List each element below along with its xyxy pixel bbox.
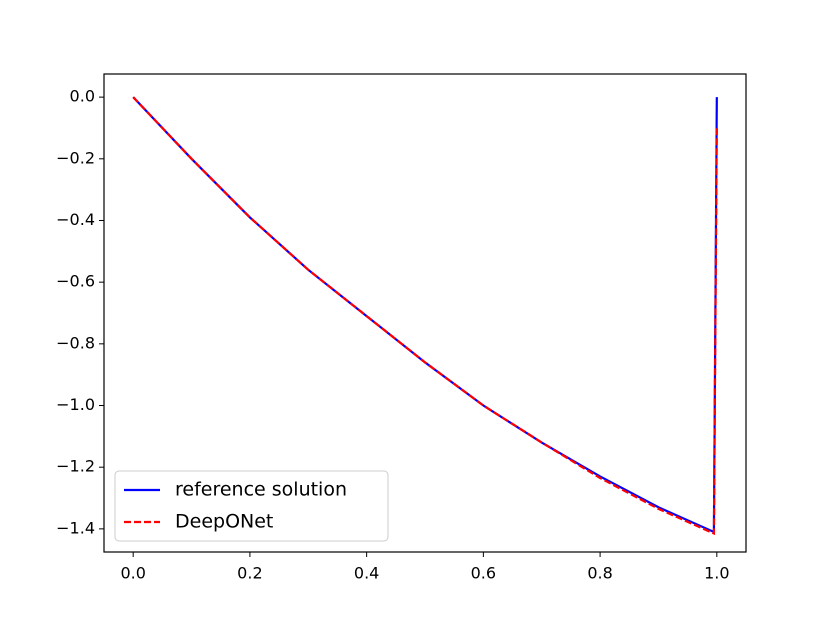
- x-tick-label: 0.2: [237, 564, 262, 583]
- x-tick-label: 0.4: [354, 564, 379, 583]
- y-tick-label: 0.0: [70, 87, 95, 106]
- y-tick-label: −1.2: [56, 457, 95, 476]
- legend-box: [114, 470, 389, 542]
- y-tick-label: −0.6: [56, 272, 95, 291]
- x-tick-label: 0.8: [587, 564, 612, 583]
- legend-label: reference solution: [175, 479, 347, 501]
- line-series: [132, 96, 718, 536]
- x-tick-label: 0.6: [471, 564, 496, 583]
- line-series: [132, 96, 718, 534]
- legend-label: DeepONet: [175, 511, 273, 533]
- y-tick-label: −1.4: [56, 518, 95, 537]
- y-tick-label: −0.8: [56, 333, 95, 352]
- y-tick-label: −0.2: [56, 148, 95, 167]
- plot-frame: [103, 73, 747, 553]
- x-tick-label: 0.0: [120, 564, 145, 583]
- y-tick-label: −0.4: [56, 210, 95, 229]
- x-tick-label: 1.0: [704, 564, 729, 583]
- y-tick-label: −1.0: [56, 395, 95, 414]
